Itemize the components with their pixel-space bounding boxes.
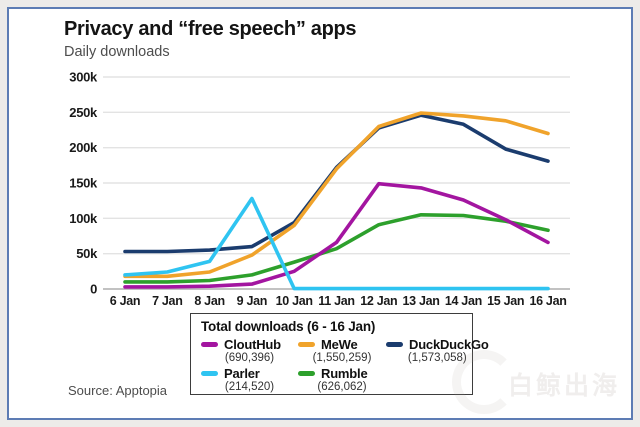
x-axis-label: 12 Jan [360, 294, 397, 308]
series-line-clouthub [123, 181, 550, 289]
y-tick-label: 300k [69, 70, 98, 85]
legend-series-name: Rumble [321, 366, 368, 381]
legend-series-total: (690,396) [224, 352, 275, 364]
y-tick-label: 150k [69, 176, 98, 191]
legend-series-total: (1,573,058) [407, 352, 467, 364]
legend-swatch-duckduckgo [386, 342, 403, 347]
x-axis-label: 8 Jan [194, 294, 224, 308]
y-tick-label: 0 [90, 282, 97, 297]
legend-entries: CloutHub (690,396) MeWe (1,550,259) DuckDuck… [201, 337, 489, 393]
x-axis-label: 16 Jan [529, 294, 566, 308]
legend-entry: CloutHub (690,396) [201, 337, 298, 364]
legend-series-total: (1,550,259) [312, 352, 372, 364]
chart-title: Privacy and “free speech” apps [64, 18, 357, 40]
legend-entry: Rumble (626,062) [298, 366, 386, 393]
legend-series-name: MeWe [321, 337, 358, 352]
legend-series-name: DuckDuckGo [409, 337, 489, 352]
legend-series-total: (214,520) [224, 381, 275, 393]
x-axis-label: 13 Jan [403, 294, 440, 308]
legend-entry: Parler (214,520) [201, 366, 298, 393]
legend-entry: DuckDuckGo (1,573,058) [386, 337, 489, 364]
y-tick-label: 50k [76, 246, 98, 261]
legend-swatch-clouthub [201, 342, 218, 347]
x-axis-label: 11 Jan [318, 294, 354, 308]
series-line-rumble [123, 213, 550, 284]
legend-box: Total downloads (6 - 16 Jan) CloutHub (69… [190, 313, 489, 395]
x-axis-label: 6 Jan [110, 294, 140, 308]
legend-series-total: (626,062) [317, 381, 367, 393]
y-tick-label: 250k [69, 105, 98, 120]
legend-entry: MeWe (1,550,259) [298, 337, 386, 364]
watermark-logo-icon [452, 350, 516, 414]
x-axis-label: 15 Jan [487, 294, 524, 308]
legend-swatch-mewe [298, 342, 315, 347]
y-tick-label: 100k [69, 211, 98, 226]
legend-swatch-parler [201, 371, 218, 376]
watermark-text: 白鲸出海 [508, 372, 621, 400]
source-label: Source: Apptopia [68, 383, 168, 398]
legend-title: Total downloads (6 - 16 Jan) [201, 319, 376, 334]
series-line-mewe [123, 111, 550, 279]
x-axis-label: 14 Jan [445, 294, 482, 308]
legend-series-name: CloutHub [224, 337, 281, 352]
chart-subtitle: Daily downloads [64, 44, 170, 60]
x-axis-label: 7 Jan [152, 294, 182, 308]
legend-swatch-rumble [298, 371, 315, 376]
series-line-parler [123, 196, 550, 291]
y-tick-label: 200k [69, 140, 98, 155]
x-axis-label: 9 Jan [237, 294, 267, 308]
legend-series-name: Parler [224, 366, 260, 381]
x-axis-label: 10 Jan [276, 294, 313, 308]
